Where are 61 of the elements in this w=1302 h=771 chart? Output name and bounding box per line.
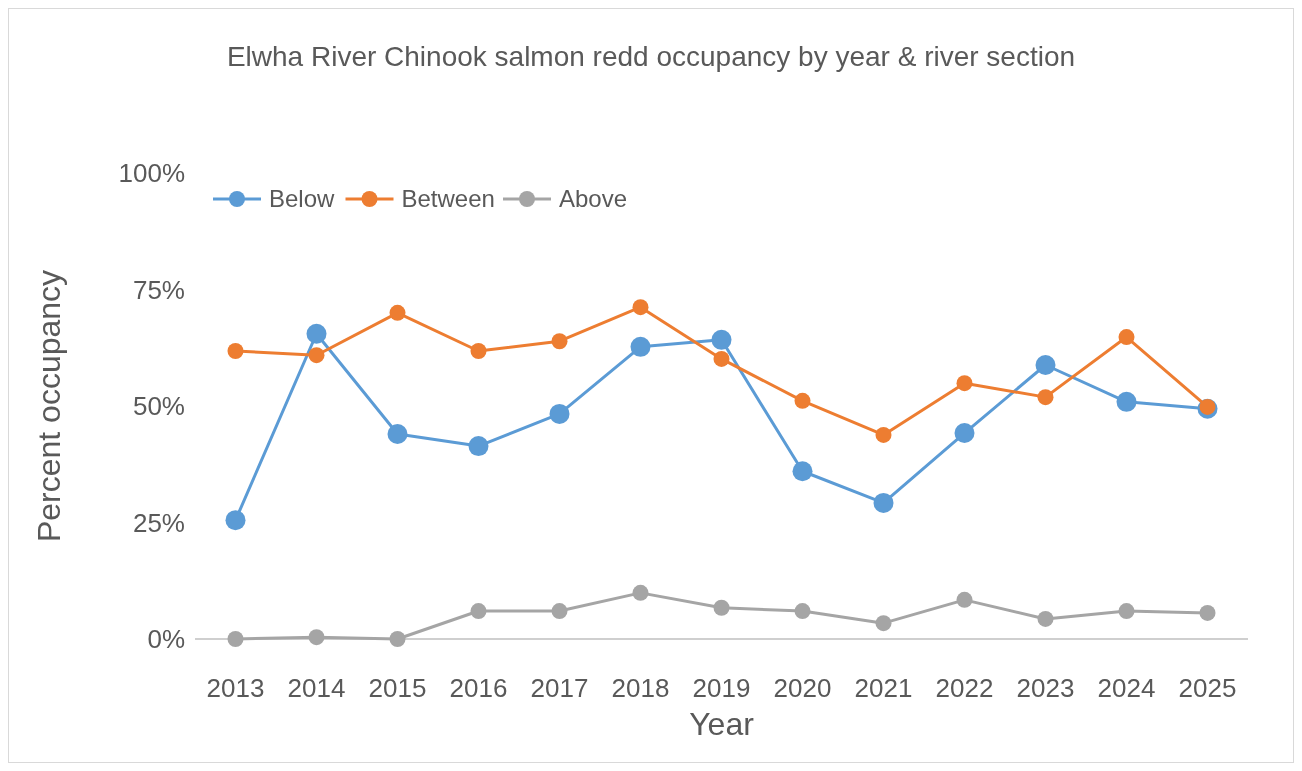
- point: [1035, 354, 1056, 375]
- point: [1118, 603, 1135, 620]
- x-tick-label: 2019: [692, 673, 751, 703]
- x-tick-label: 2024: [1097, 673, 1156, 703]
- point: [956, 375, 973, 392]
- y-tick-label: 75%: [132, 274, 185, 305]
- point: [470, 603, 487, 620]
- point: [551, 333, 568, 350]
- point: [792, 461, 813, 482]
- point: [551, 603, 568, 620]
- point: [468, 436, 489, 457]
- legend-label: Above: [559, 185, 628, 213]
- y-axis-title: Percent occupancy: [31, 269, 67, 543]
- point: [306, 323, 327, 344]
- point: [308, 347, 325, 364]
- point: [875, 426, 892, 443]
- x-tick-label: 2025: [1178, 673, 1237, 703]
- chart-title: Elwha River Chinook salmon redd occupancy by year & river section: [226, 41, 1076, 72]
- point: [713, 350, 730, 367]
- legend-label: Below: [269, 185, 336, 213]
- point: [549, 403, 570, 424]
- x-tick-label: 2022: [935, 673, 994, 703]
- point: [711, 329, 732, 350]
- point: [470, 343, 487, 360]
- x-tick-label: 2015: [368, 673, 427, 703]
- point: [308, 629, 325, 646]
- point: [1118, 329, 1135, 346]
- x-tick-label: 2018: [611, 673, 670, 703]
- point: [387, 423, 408, 444]
- point: [713, 599, 730, 616]
- point: [225, 510, 246, 531]
- point: [1199, 604, 1216, 621]
- x-tick-label: 2023: [1016, 673, 1075, 703]
- x-tick-label: 2021: [854, 673, 913, 703]
- point: [1037, 389, 1054, 406]
- x-tick-label: 2017: [530, 673, 589, 703]
- y-tick-label: 0%: [147, 624, 185, 655]
- x-tick-label: 2020: [773, 673, 832, 703]
- point: [1037, 610, 1054, 627]
- point: [956, 591, 973, 608]
- point: [632, 299, 649, 316]
- point: [630, 336, 651, 357]
- x-tick-label: 2013: [206, 673, 265, 703]
- x-axis-title: Year: [689, 706, 755, 742]
- point: [227, 631, 244, 647]
- point: [794, 392, 811, 409]
- point: [875, 615, 892, 632]
- legend-label: Between: [401, 185, 495, 213]
- x-tick-label: 2016: [449, 673, 508, 703]
- y-tick-label: 25%: [132, 507, 185, 538]
- y-tick-label: 100%: [118, 158, 185, 189]
- point: [632, 584, 649, 601]
- point: [389, 631, 406, 647]
- point: [1116, 391, 1137, 412]
- point: [794, 603, 811, 620]
- y-tick-label: 50%: [132, 391, 185, 422]
- point: [954, 423, 975, 444]
- x-tick-label: 2014: [287, 673, 346, 703]
- point: [389, 304, 406, 321]
- point: [873, 492, 894, 513]
- point: [227, 343, 244, 360]
